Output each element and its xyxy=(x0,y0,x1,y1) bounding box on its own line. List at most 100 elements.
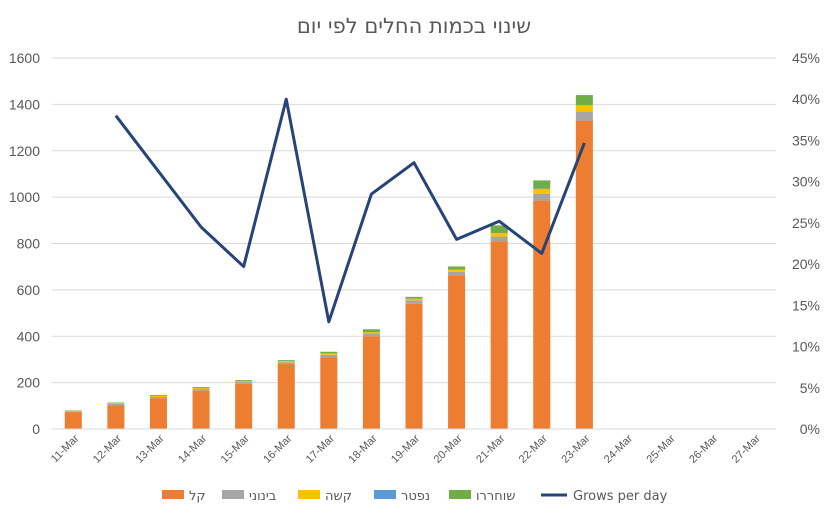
x-tick-label: 22-Mar xyxy=(517,432,550,465)
bar-segment xyxy=(490,236,508,242)
bar-segment xyxy=(575,120,593,429)
y2-tick-label: 45% xyxy=(792,50,820,66)
x-tick-label: 21-Mar xyxy=(474,432,507,465)
legend-swatch xyxy=(162,490,184,499)
x-tick-label: 23-Mar xyxy=(559,432,592,465)
bar-segment xyxy=(107,402,125,404)
x-tick-label: 26-Mar xyxy=(687,432,720,465)
x-tick-label: 16-Mar xyxy=(261,432,294,465)
y-tick-label: 600 xyxy=(17,282,41,298)
x-tick-label: 20-Mar xyxy=(432,432,465,465)
y2-tick-label: 15% xyxy=(792,297,820,313)
x-tick-label: 27-Mar xyxy=(730,432,763,465)
y-tick-label: 800 xyxy=(17,236,41,252)
bar-segment xyxy=(149,398,167,429)
legend-swatch xyxy=(449,490,471,499)
y2-tick-label: 10% xyxy=(792,339,820,355)
legend-label: קשה xyxy=(325,489,352,504)
legend: קל בינוני קשה נפטר שוחררו Grows per day xyxy=(162,489,668,504)
x-tick-label: 12-Mar xyxy=(91,432,124,465)
legend-label: בינוני xyxy=(249,489,276,504)
bar-segment xyxy=(405,300,423,304)
y-tick-label: 1000 xyxy=(9,189,40,205)
gridlines xyxy=(52,57,776,430)
y-axis-left: 0 200 400 600 800 1000 1200 1400 1600 xyxy=(9,50,40,437)
bar-segment xyxy=(235,380,253,382)
x-tick-label: 25-Mar xyxy=(645,432,678,465)
y2-tick-label: 35% xyxy=(792,132,820,148)
bar-segment xyxy=(533,189,551,194)
x-tick-label: 24-Mar xyxy=(602,432,635,465)
bar-segment xyxy=(362,333,380,337)
bar-segment xyxy=(192,387,210,389)
y-tick-label: 200 xyxy=(17,375,41,391)
bar-segment xyxy=(405,296,423,299)
bar-segment xyxy=(149,397,167,399)
bar-segment xyxy=(490,225,508,234)
bar-segment xyxy=(107,403,125,406)
bar-segment xyxy=(490,241,508,429)
legend-label: קל xyxy=(189,489,206,504)
y2-tick-label: 25% xyxy=(792,215,820,231)
bar-segment xyxy=(362,332,380,334)
x-tick-label: 11-Mar xyxy=(49,432,82,465)
x-tick-label: 19-Mar xyxy=(389,432,422,465)
bar-segment xyxy=(149,396,167,398)
bar-segment xyxy=(575,95,593,106)
y2-tick-label: 40% xyxy=(792,91,820,107)
bar-segment xyxy=(575,111,593,121)
bar-segment xyxy=(362,336,380,429)
legend-swatch xyxy=(298,490,320,499)
bar-segment xyxy=(405,298,423,301)
legend-label: Grows per day xyxy=(573,489,668,504)
x-tick-label: 17-Mar xyxy=(304,432,337,465)
legend-label: שוחררו xyxy=(476,489,515,504)
bar-segment xyxy=(277,362,295,365)
bar-segment xyxy=(235,381,253,382)
bar-segment xyxy=(533,200,551,429)
bar-segment xyxy=(320,353,338,355)
y-tick-label: 0 xyxy=(32,421,40,437)
bar-segment xyxy=(192,388,210,391)
y-tick-label: 1400 xyxy=(9,96,40,112)
y-tick-label: 400 xyxy=(17,328,41,344)
bar-segment xyxy=(405,303,423,429)
y2-tick-label: 0% xyxy=(800,421,820,437)
x-tick-label: 18-Mar xyxy=(346,432,379,465)
bar-segment xyxy=(490,233,508,237)
y2-tick-label: 30% xyxy=(792,174,820,190)
bar-segment xyxy=(64,412,82,429)
bar-segment xyxy=(277,364,295,429)
bar-segment xyxy=(107,405,125,429)
bar-segment xyxy=(533,180,551,189)
bar-segment xyxy=(575,105,593,112)
bar-segment xyxy=(235,381,253,384)
bar-segment xyxy=(362,329,380,333)
y-axis-right: 0% 5% 10% 15% 20% 25% 30% 35% 40% 45% xyxy=(792,50,820,437)
bar-segment xyxy=(192,387,210,388)
legend-swatch xyxy=(374,490,396,499)
bar-segment xyxy=(320,357,338,429)
bar-segment xyxy=(448,269,466,272)
y2-tick-label: 20% xyxy=(792,256,820,272)
y2-tick-label: 5% xyxy=(800,380,820,396)
x-tick-label: 14-Mar xyxy=(176,432,209,465)
bar-segment xyxy=(320,351,338,354)
bar-segment xyxy=(64,411,82,413)
bar-segment xyxy=(320,354,338,358)
bar-segment xyxy=(448,266,466,270)
y-tick-label: 1600 xyxy=(9,50,40,66)
legend-label: נפטר xyxy=(401,489,430,504)
bar-segment xyxy=(448,271,466,276)
bar-segment xyxy=(448,275,466,429)
bar-segment xyxy=(277,361,295,363)
bar-segment xyxy=(107,403,125,404)
bar-segment xyxy=(149,395,167,397)
bar-segment xyxy=(533,193,551,201)
chart-title: שינוי בכמות החלים לפי יום xyxy=(297,14,531,38)
x-tick-label: 15-Mar xyxy=(219,432,252,465)
bar-segment xyxy=(192,390,210,429)
x-tick-label: 13-Mar xyxy=(133,432,166,465)
y-tick-label: 1200 xyxy=(9,143,40,159)
